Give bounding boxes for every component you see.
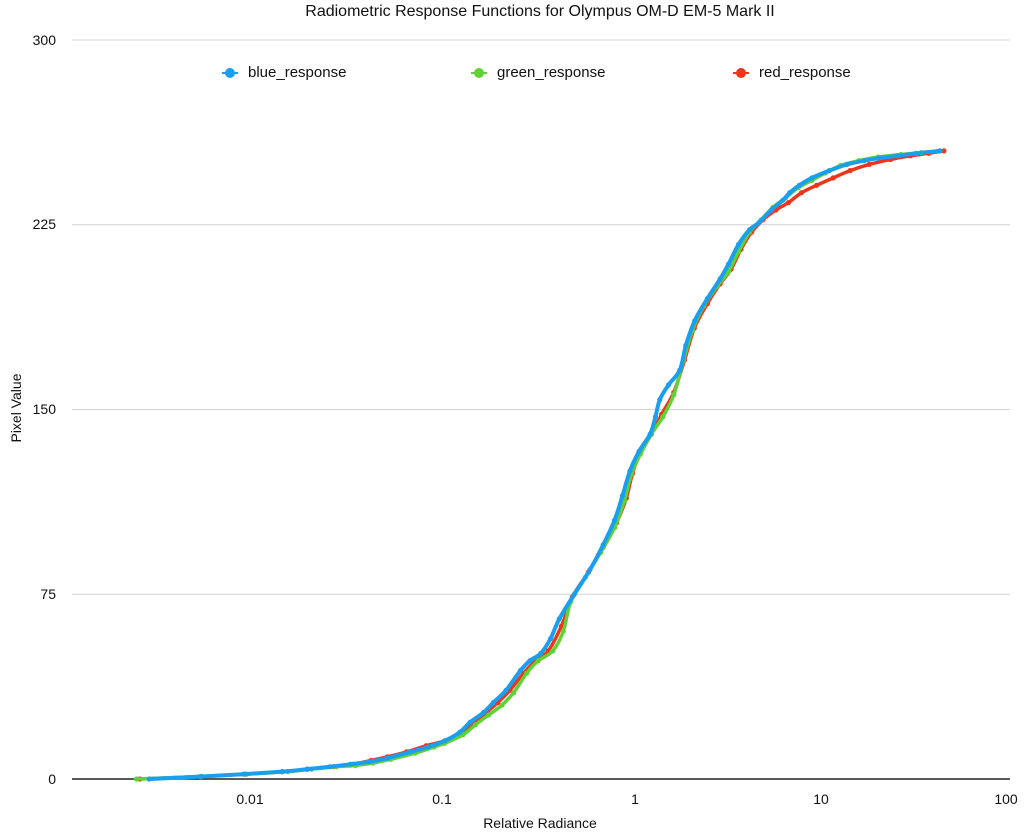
gridlines	[72, 39, 1010, 595]
legend: blue_response green_response red_respons…	[0, 64, 1024, 84]
series-blue_response	[146, 148, 943, 782]
y-tick-label: 75	[40, 586, 56, 602]
y-tick-label: 300	[32, 32, 56, 48]
legend-marker-blue-icon	[222, 67, 238, 78]
legend-label: red_response	[759, 64, 851, 81]
chart-title: Radiometric Response Functions for Olymp…	[305, 3, 775, 20]
legend-item-red[interactable]: red_response	[733, 64, 851, 81]
legend-marker-red-icon	[733, 67, 749, 78]
series-green_response	[133, 148, 943, 782]
x-tick-label: 0.01	[236, 791, 264, 807]
series-red_response	[137, 148, 947, 782]
x-tick-label: 10	[813, 791, 829, 807]
legend-label: green_response	[497, 64, 606, 81]
y-tick-label: 225	[32, 216, 56, 232]
x-tick-label: 1	[631, 791, 639, 807]
x-axis-label: Relative Radiance	[483, 815, 597, 831]
legend-item-green[interactable]: green_response	[471, 64, 605, 81]
x-tick-label: 100	[994, 791, 1018, 807]
x-tick-label: 0.1	[432, 791, 452, 807]
series-layer	[133, 148, 947, 782]
y-tick-label: 0	[48, 771, 56, 787]
legend-marker-green-icon	[471, 67, 487, 78]
legend-label: blue_response	[248, 64, 347, 81]
legend-item-blue[interactable]: blue_response	[222, 64, 346, 81]
y-tick-label: 150	[32, 401, 56, 417]
y-axis-label: Pixel Value	[8, 373, 24, 443]
